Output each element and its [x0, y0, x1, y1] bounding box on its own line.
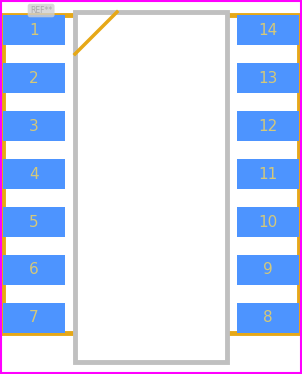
Bar: [237, 15, 299, 45]
Text: 9: 9: [263, 263, 273, 278]
Text: 2: 2: [29, 71, 39, 86]
Bar: [75, 12, 227, 362]
Bar: [237, 63, 299, 93]
Bar: [3, 15, 299, 333]
Text: 6: 6: [29, 263, 39, 278]
Bar: [3, 63, 65, 93]
Text: 5: 5: [29, 215, 39, 230]
Bar: [237, 159, 299, 189]
Text: 13: 13: [258, 71, 278, 86]
Text: 14: 14: [259, 22, 278, 37]
Text: 4: 4: [29, 166, 39, 181]
Bar: [237, 111, 299, 141]
Bar: [3, 159, 65, 189]
Bar: [3, 15, 65, 45]
Text: 8: 8: [263, 310, 273, 325]
Text: REF**: REF**: [30, 6, 52, 15]
Text: 10: 10: [259, 215, 278, 230]
Bar: [237, 207, 299, 237]
Bar: [237, 255, 299, 285]
Bar: [3, 255, 65, 285]
Text: 12: 12: [259, 119, 278, 134]
Text: 11: 11: [259, 166, 278, 181]
Text: 1: 1: [29, 22, 39, 37]
Bar: [3, 111, 65, 141]
Bar: [3, 303, 65, 333]
Bar: [3, 207, 65, 237]
Bar: [237, 303, 299, 333]
Text: 7: 7: [29, 310, 39, 325]
Text: 3: 3: [29, 119, 39, 134]
